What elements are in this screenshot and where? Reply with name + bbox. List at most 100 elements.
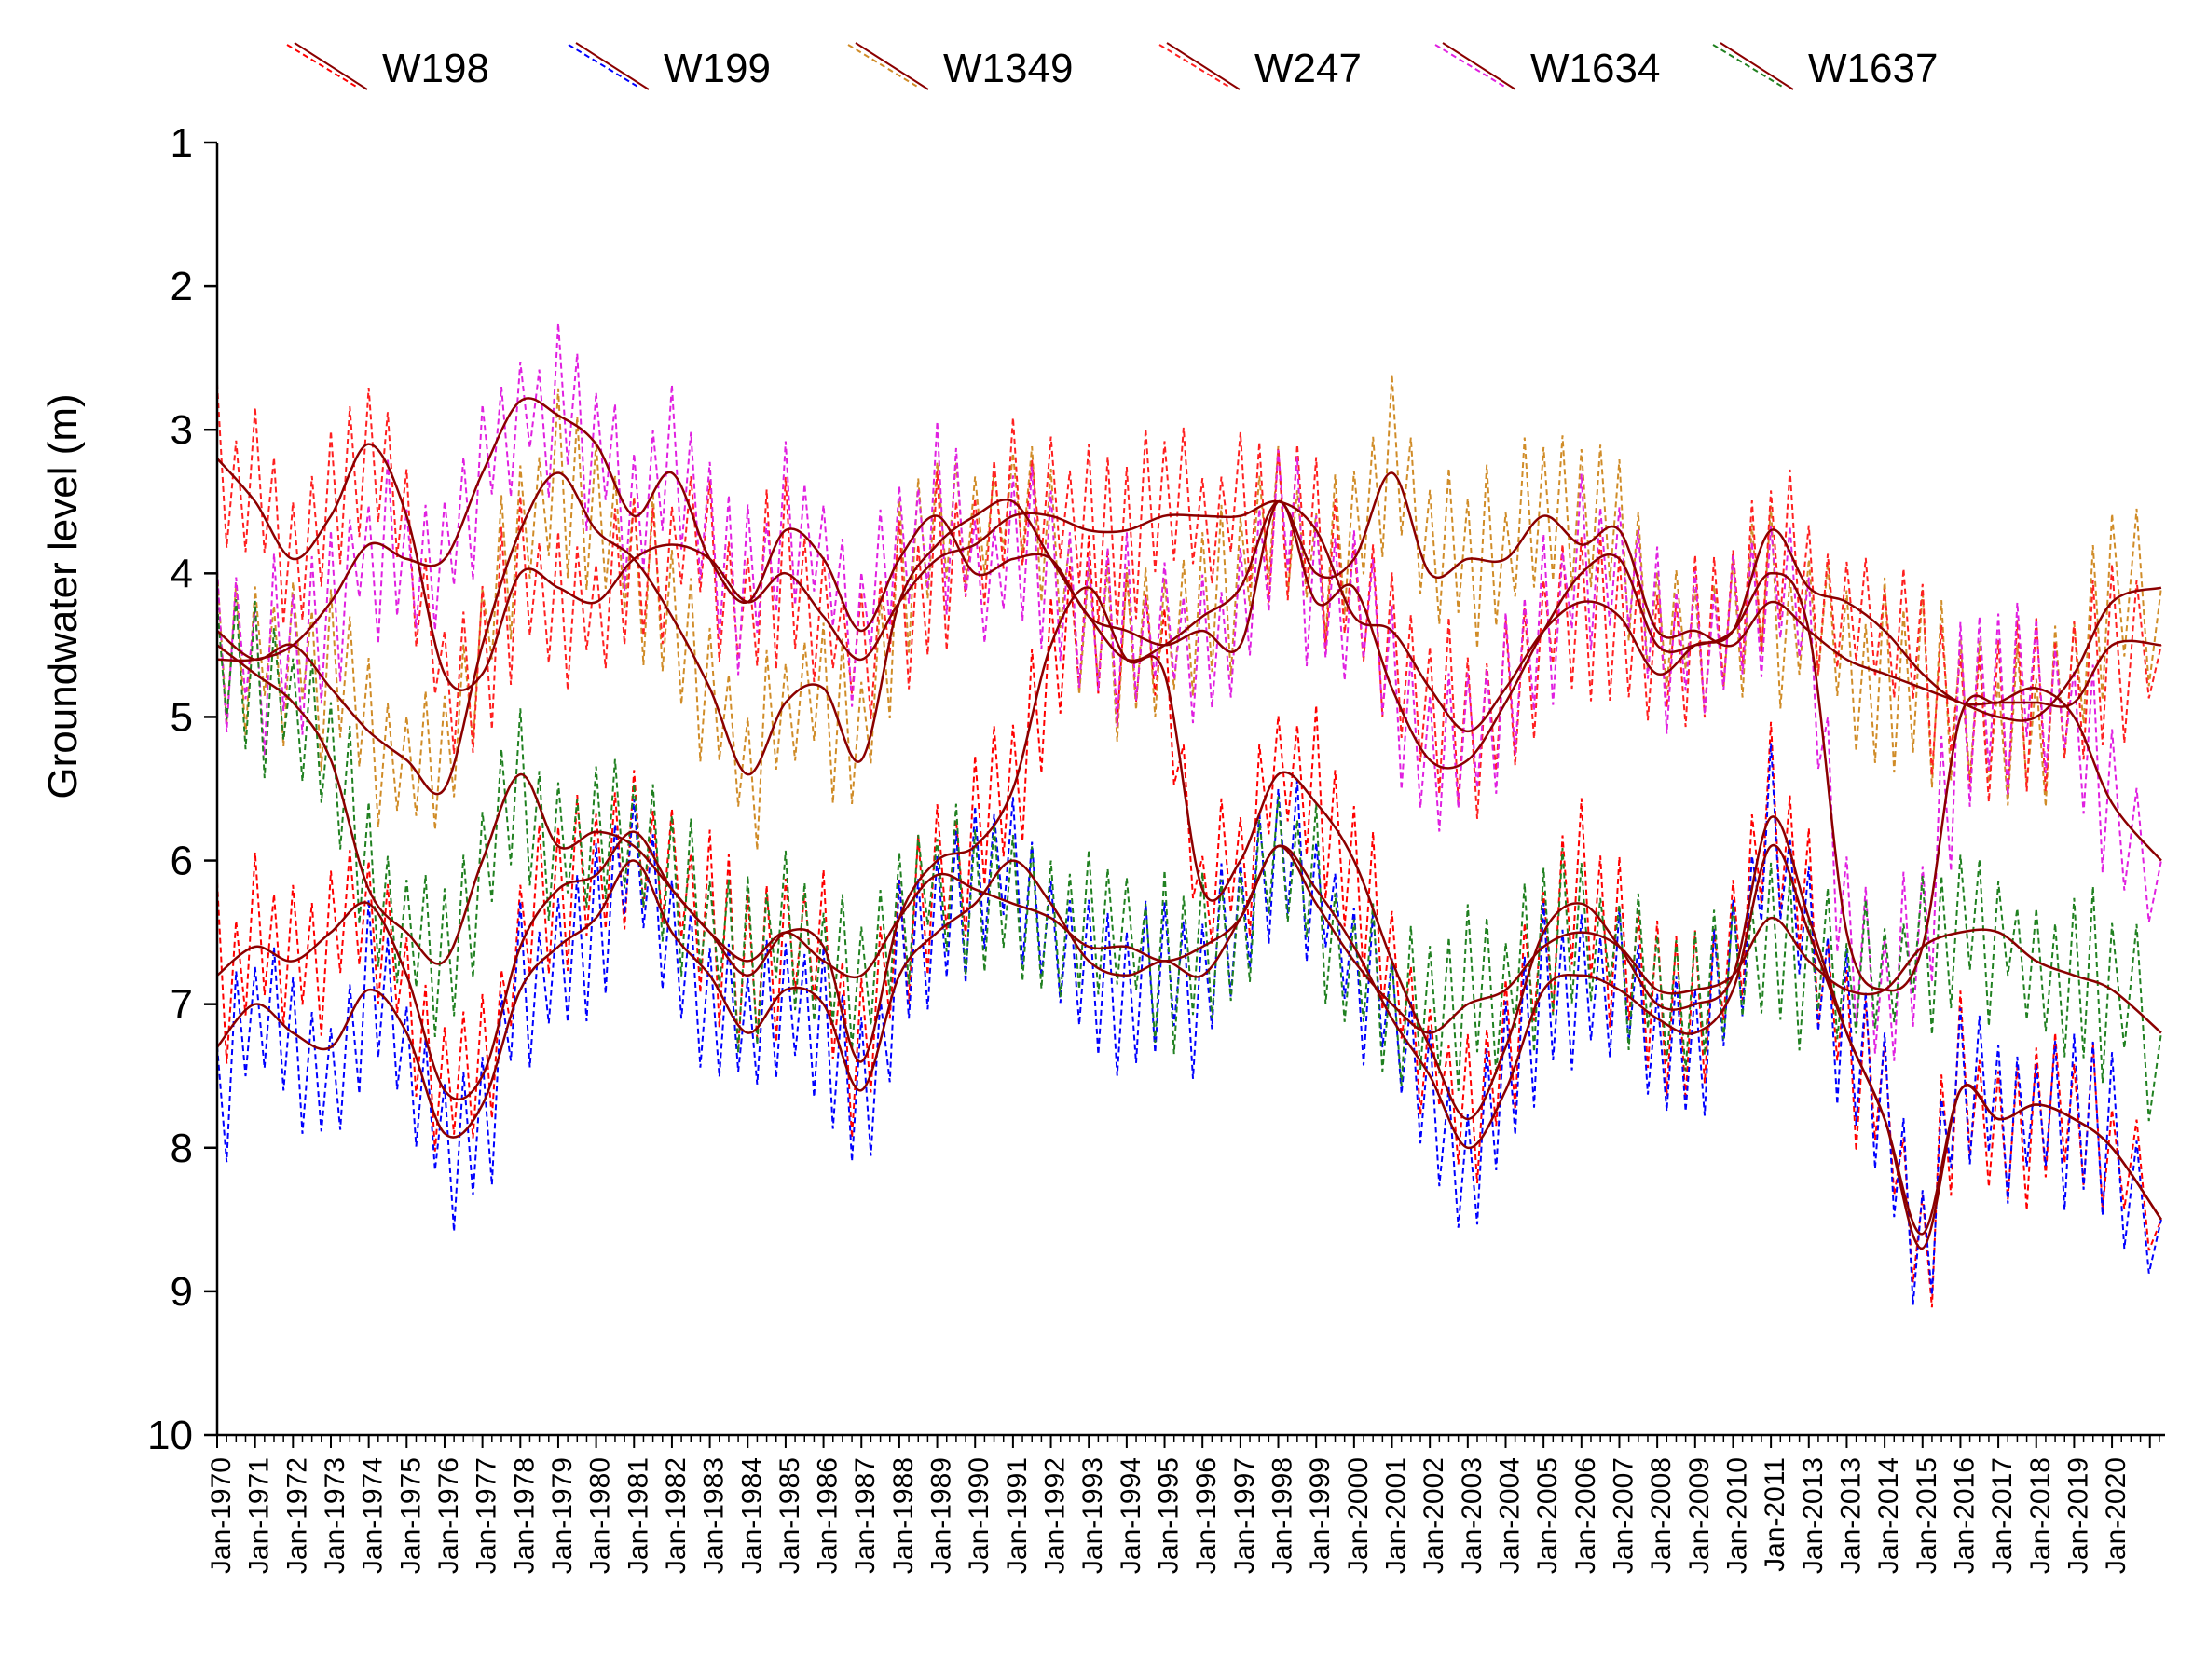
x-tick-label: Jan-1989 <box>926 1457 957 1574</box>
legend-swatch-trend <box>575 42 650 90</box>
legend-label: W199 <box>664 46 771 91</box>
series-layer <box>216 322 2162 1308</box>
legend-swatch-dashed <box>568 44 640 89</box>
x-tick-label: Jan-2011 <box>1760 1457 1790 1572</box>
x-tick-label: Jan-1971 <box>244 1457 275 1574</box>
x-tick-label: Jan-1992 <box>1040 1457 1071 1574</box>
legend-swatch-trend <box>855 42 929 90</box>
x-tick-label: Jan-2013 <box>1798 1457 1829 1574</box>
x-tick-label: Jan-1972 <box>281 1457 312 1574</box>
x-tick-label: Jan-2006 <box>1570 1457 1601 1574</box>
x-tick-label: Jan-1970 <box>206 1457 237 1574</box>
trend-line-w247 <box>216 443 2162 733</box>
legend-label: W1634 <box>1530 46 1660 91</box>
x-tick-label: Jan-2000 <box>1343 1457 1374 1574</box>
x-tick-label: Jan-1990 <box>964 1457 994 1574</box>
x-tick-label: Jan-2014 <box>1873 1457 1904 1574</box>
x-tick-label: Jan-1982 <box>661 1457 692 1574</box>
y-tick-label: 5 <box>171 694 193 740</box>
series-line-w247 <box>216 384 2162 819</box>
series-line-w198 <box>216 535 2162 1308</box>
x-tick-label: Jan-2001 <box>1381 1457 1412 1574</box>
x-tick-label: Jan-1997 <box>1229 1457 1260 1574</box>
trend-line-w199 <box>216 843 2162 1236</box>
legend-swatch-dashed <box>1712 44 1785 89</box>
legend-label: W247 <box>1254 46 1362 91</box>
series-line-w1637 <box>216 599 2162 1122</box>
y-tick-label: 2 <box>171 264 193 309</box>
series-line-w1349 <box>216 374 2162 851</box>
y-tick-label: 1 <box>171 120 193 166</box>
y-tick-label: 3 <box>171 407 193 453</box>
x-tick-label: Jan-1980 <box>585 1457 616 1574</box>
chart-legend: W198 W199 W1349 W247 W1634 W1637 <box>286 42 1938 91</box>
x-tick-label: Jan-2007 <box>1608 1457 1638 1574</box>
x-tick-label: Jan-2002 <box>1419 1457 1449 1574</box>
legend-item-w198: W198 <box>286 42 489 91</box>
x-tick-label: Jan-2016 <box>1949 1457 1980 1574</box>
x-tick-label: Jan-2008 <box>1646 1457 1677 1574</box>
x-tick-label: Jan-2018 <box>2025 1457 2056 1574</box>
legend-label: W1349 <box>943 46 1073 91</box>
x-tick-label: Jan-1981 <box>623 1457 653 1574</box>
y-tick-label: 6 <box>171 839 193 884</box>
legend-swatch-dashed <box>847 44 920 89</box>
x-tick-label: Jan-1983 <box>699 1457 730 1574</box>
legend-swatch-trend <box>1442 42 1516 90</box>
x-tick-label: Jan-1985 <box>775 1457 805 1574</box>
x-tick-label: Jan-1998 <box>1268 1457 1298 1574</box>
y-tick-label: 8 <box>171 1126 193 1171</box>
legend-swatch-trend <box>1166 42 1241 90</box>
x-tick-label: Jan-1986 <box>813 1457 843 1574</box>
x-tick-label: Jan-1999 <box>1305 1457 1336 1574</box>
x-tick-label: Jan-1991 <box>1002 1457 1033 1574</box>
trend-line-w1637 <box>216 644 2162 1034</box>
x-tick-label: Jan-1993 <box>1077 1457 1108 1574</box>
x-tick-label: Jan-2020 <box>2101 1457 2132 1574</box>
x-tick-label: Jan-2009 <box>1684 1457 1715 1574</box>
legend-swatch-trend <box>294 42 368 90</box>
trend-layer <box>216 397 2162 1250</box>
y-axis-label: Groundwater level (m) <box>40 393 86 799</box>
y-tick-label: 10 <box>147 1413 193 1458</box>
y-tick-label: 4 <box>171 551 193 596</box>
x-tick-label: Jan-1976 <box>433 1457 464 1574</box>
axes-layer: 1 2 3 4 5 6 7 8 9 10 Jan-1970 Jan-1971 Jan-1972 Jan-1… <box>147 120 2165 1574</box>
x-tick-label: Jan-1995 <box>1154 1457 1185 1574</box>
x-tick-label: Jan-1979 <box>547 1457 578 1574</box>
legend-swatch-dashed <box>286 44 359 89</box>
y-tick-label: 9 <box>171 1269 193 1315</box>
x-tick-label: Jan-1978 <box>509 1457 540 1574</box>
legend-label: W198 <box>382 46 489 91</box>
x-tick-label: Jan-1996 <box>1191 1457 1222 1574</box>
x-tick-label: Jan-1994 <box>1116 1457 1146 1574</box>
legend-item-w1637: W1637 <box>1712 42 1938 91</box>
x-tick-label: Jan-2019 <box>2063 1457 2093 1574</box>
x-tick-label: Jan-1973 <box>320 1457 350 1574</box>
x-tick-label: Jan-1975 <box>395 1457 426 1574</box>
legend-item-w247: W247 <box>1158 42 1362 91</box>
x-tick-label: Jan-2005 <box>1532 1457 1563 1574</box>
series-line-w1634 <box>216 322 2162 1061</box>
legend-item-w199: W199 <box>568 42 771 91</box>
trend-line-w1634 <box>216 397 2162 992</box>
legend-swatch-dashed <box>1434 44 1507 89</box>
x-tick-label: Jan-1988 <box>888 1457 919 1574</box>
x-tick-label: Jan-2015 <box>1912 1457 1942 1574</box>
legend-item-w1349: W1349 <box>847 42 1073 91</box>
y-tick-label: 7 <box>171 982 193 1028</box>
legend-label: W1637 <box>1808 46 1938 91</box>
x-tick-label: Jan-1984 <box>736 1457 767 1574</box>
legend-swatch-dashed <box>1158 44 1231 89</box>
x-tick-label: Jan-1974 <box>358 1457 389 1574</box>
x-tick-label: Jan-2017 <box>1987 1457 2018 1574</box>
legend-swatch-trend <box>1720 42 1794 90</box>
x-tick-label: Jan-2010 <box>1721 1457 1752 1574</box>
x-tick-label: Jan-2013 <box>1835 1457 1866 1574</box>
series-line-w199 <box>216 743 2162 1305</box>
x-tick-label: Jan-1987 <box>850 1457 881 1574</box>
x-tick-label: Jan-2003 <box>1457 1457 1487 1574</box>
x-tick-label: Jan-1977 <box>472 1457 502 1574</box>
trend-line-w1349 <box>216 471 2162 796</box>
